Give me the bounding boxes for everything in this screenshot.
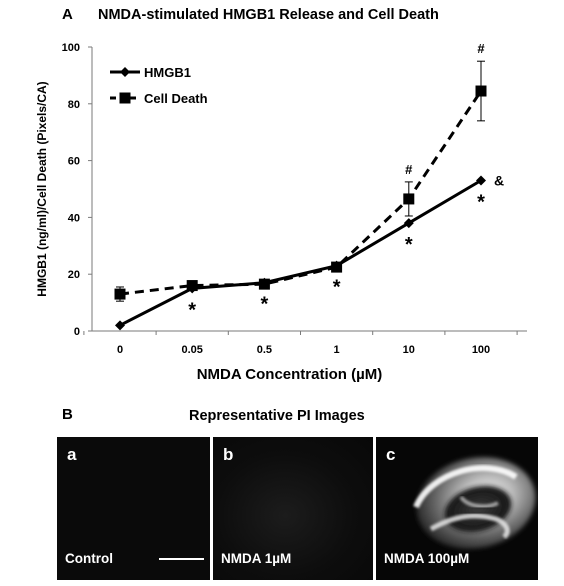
x-tick-label: 0 — [117, 344, 123, 356]
pi-image-nmda-1um: b NMDA 1µM — [213, 437, 373, 580]
x-tick-label: 10 — [403, 344, 415, 356]
data-point-diamond — [403, 218, 414, 229]
pi-image-caption-nmda-100um: NMDA 100µM — [384, 551, 470, 566]
legend-label-cell-death: Cell Death — [144, 91, 208, 106]
y-tick-label: 20 — [68, 269, 80, 281]
y-tick-label: 60 — [68, 156, 80, 168]
y-tick-label: 40 — [68, 212, 80, 224]
data-point-diamond — [115, 320, 125, 331]
pi-image-nmda-100um: c NMDA 100µM — [376, 437, 538, 580]
pi-image-label-b: b — [223, 445, 234, 464]
y-tick-label: 100 — [62, 42, 80, 54]
panel-a-letter: A — [62, 6, 73, 23]
pi-image-label-c: c — [386, 445, 396, 464]
significance-star: * — [188, 299, 196, 321]
legend-marker-square — [119, 92, 131, 104]
significance-star: * — [333, 277, 341, 299]
pi-image-caption-nmda-1um: NMDA 1µM — [221, 551, 292, 566]
pi-image-control: a Control — [57, 437, 210, 580]
y-tick-label: 0 — [74, 326, 80, 338]
significance-star: * — [261, 294, 269, 316]
significance-star: * — [477, 191, 485, 213]
y-tick-label: 80 — [68, 99, 80, 111]
x-tick-label: 0.5 — [257, 344, 272, 356]
panel-b-letter: B — [62, 406, 73, 423]
x-tick-label: 1 — [334, 344, 340, 356]
data-point-square — [403, 193, 415, 205]
series-line-1 — [119, 90, 483, 296]
significance-hash: # — [405, 162, 413, 177]
panel-b-title: Representative PI Images — [189, 408, 365, 424]
x-tick-label: 100 — [472, 344, 490, 356]
data-point-square — [475, 85, 487, 97]
line-chart: 0 20 40 60 80 100 0 0.05 0.5 1 10 100 NMDA Concentra… — [35, 41, 527, 383]
x-tick-label: 0.05 — [181, 344, 202, 356]
scale-bar — [159, 558, 204, 560]
data-point-square — [331, 261, 343, 273]
legend-label-hmgb1: HMGB1 — [144, 65, 191, 80]
pi-image-caption-control: Control — [65, 551, 113, 566]
significance-hash: # — [477, 41, 485, 56]
significance-star: * — [405, 234, 413, 256]
chart-title: NMDA-stimulated HMGB1 Release and Cell D… — [98, 7, 439, 23]
series-line-0 — [119, 179, 482, 327]
data-point-square — [258, 278, 270, 290]
legend-marker-diamond — [120, 67, 130, 77]
pi-image-label-a: a — [67, 445, 77, 464]
data-point-diamond — [476, 175, 486, 186]
y-axis-label: HMGB1 (ng/ml)/Cell Death (Pixels/CA) — [35, 81, 49, 296]
x-axis-label: NMDA Concentration (µM) — [197, 366, 383, 383]
hippocampal-slice-fluorescence — [376, 437, 538, 580]
data-point-square — [114, 288, 126, 300]
data-point-square — [186, 280, 198, 292]
significance-ampersand: & — [494, 172, 504, 188]
